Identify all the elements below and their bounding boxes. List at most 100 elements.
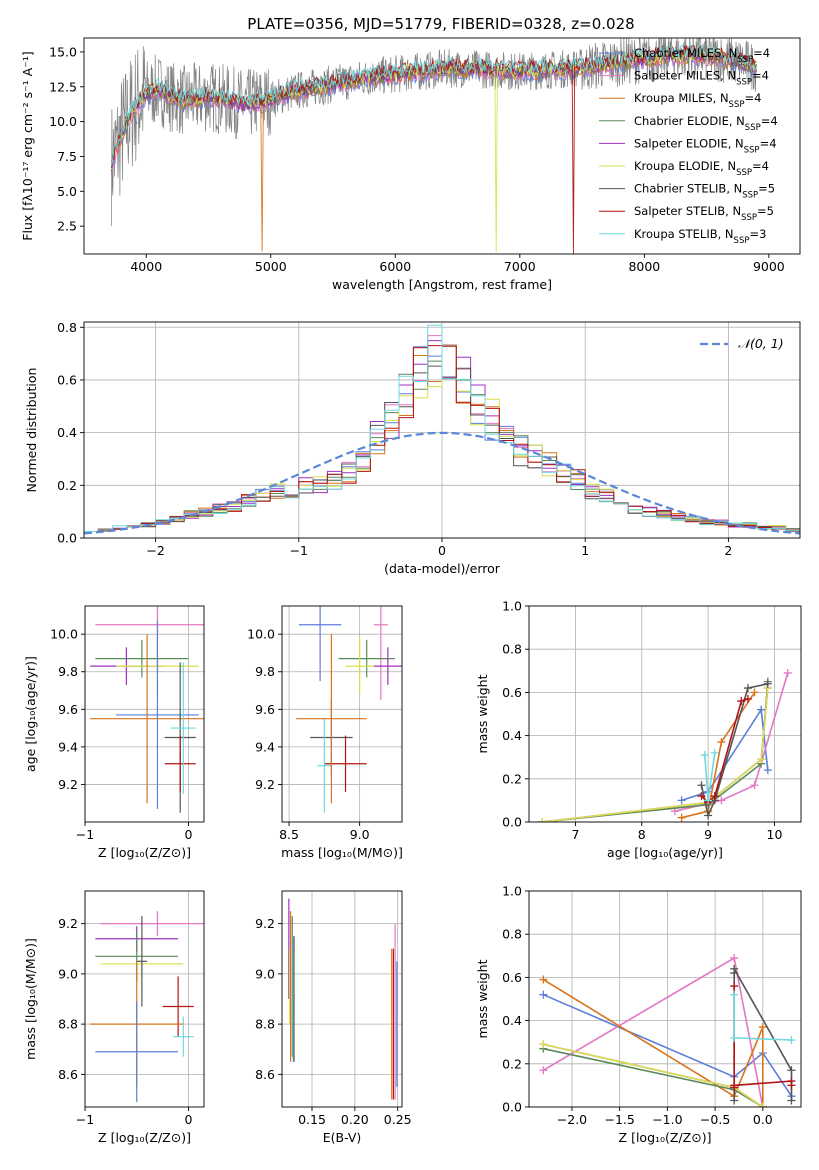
y-tick-label: 5.0 — [57, 184, 77, 199]
weight-marker-chabrier-stelib — [730, 1096, 739, 1105]
normal-curve-line — [84, 431, 800, 535]
model-line-kroupa-stelib — [110, 43, 757, 167]
legend-subscript: SSP — [737, 55, 753, 65]
y-tick-label: 0.6 — [502, 685, 522, 700]
axes-frame — [281, 605, 403, 823]
weight-marker-kroupa-stelib — [704, 796, 713, 805]
weight-marker-salpeter-stelib — [710, 792, 719, 801]
weight-line-salpeter-miles — [542, 956, 764, 1107]
weight-marker-kroupa-miles — [717, 738, 726, 747]
weight-line-chabrier-miles — [681, 707, 769, 802]
weight-marker-salpeter-miles — [539, 1066, 548, 1075]
weight-line-kroupa-elodie — [542, 688, 769, 822]
y-tick-label: 0.8 — [57, 320, 77, 335]
x-tick-label: 4000 — [130, 259, 162, 274]
legend-entry-value: =4 — [752, 159, 769, 173]
legend-entry: Salpeter ELODIE, NSSP=4 — [634, 136, 777, 155]
weight-marker-chabrier-stelib — [704, 811, 713, 820]
weight-marker-chabrier-stelib — [730, 964, 739, 973]
weight-vs-metallicity-panel: −2.0 −1.5 −1.0 −0.5 0.0 0.0 0.2 0.4 0.6 0.8 1.0 Z [… — [475, 884, 802, 1145]
y-tick-label: 0.4 — [57, 425, 77, 440]
mass-vs-metallicity-panel: −1 0 8.6 8.8 9.0 9.2 Z [log₁₀(Z/Z⊙)] mass [log₁… — [23, 890, 205, 1145]
x-tick-label: 5000 — [255, 259, 287, 274]
weight-marker-kroupa-elodie — [758, 1103, 767, 1107]
x-tick-label: 7000 — [504, 259, 536, 274]
weight-marker-kroupa-elodie — [538, 818, 547, 822]
x-tick-label: 0.20 — [341, 1112, 369, 1127]
observed-spectrum-line — [111, 38, 757, 227]
spectrum-panel: 4000 5000 6000 7000 8000 9000 2.5 5.0 7.5 10.0 12.… — [20, 37, 801, 292]
y-tick-label: 9.8 — [255, 664, 275, 679]
y-tick-label: 7.5 — [57, 149, 77, 164]
weight-line-kroupa-miles — [681, 691, 756, 819]
plot-area — [296, 606, 402, 813]
legend-entry: Kroupa STELIB, NSSP=3 — [634, 227, 766, 246]
y-axis-label: mass weight — [475, 959, 490, 1038]
y-axis-label: mass weight — [475, 674, 490, 753]
y-tick-label: 9.2 — [58, 777, 78, 792]
y-tick-label: 9.2 — [255, 777, 275, 792]
weight-marker-chabrier-miles — [763, 766, 772, 775]
x-tick-label: 8.5 — [279, 827, 299, 842]
axes-frame — [528, 890, 802, 1108]
age-vs-mass-panel: 8.5 9.0 9.2 9.4 9.6 9.8 10.0 mass [log₁₀(M/M⊙)] — [247, 605, 403, 860]
x-tick-label: 8000 — [628, 259, 660, 274]
legend-subscript: SSP — [736, 78, 752, 88]
y-tick-label: 10.0 — [49, 114, 77, 129]
y-tick-label: 1.0 — [502, 884, 522, 899]
x-tick-label: 2 — [724, 543, 732, 558]
histogram-kroupa-stelib — [84, 324, 800, 532]
weight-marker-kroupa-stelib — [730, 990, 739, 999]
axes-frame — [83, 37, 801, 255]
weight-marker-kroupa-stelib — [710, 748, 719, 757]
y-tick-label: 1.0 — [502, 599, 522, 614]
x-axis-label: Z [log₁₀(Z/Z⊙)] — [98, 845, 191, 860]
weight-line-chabrier-elodie — [543, 1047, 764, 1107]
weight-marker-kroupa-elodie — [539, 1040, 548, 1049]
plot-area — [538, 668, 792, 822]
y-tick-label: 0.4 — [502, 1013, 522, 1028]
legend-subscript: SSP — [729, 100, 745, 110]
weight-marker-salpeter-stelib — [697, 792, 706, 801]
y-tick-label: 9.6 — [255, 702, 275, 717]
axes-frame — [281, 890, 403, 1108]
plot-area — [84, 324, 800, 535]
weight-marker-kroupa-miles — [758, 1023, 767, 1032]
weight-vs-age-panel: 7 8 9 10 0.0 0.2 0.4 0.6 0.8 1.0 age [log₁₀(age/yr… — [475, 599, 802, 860]
y-axis-label: Normed distribution — [24, 368, 39, 493]
x-tick-label: 7 — [571, 827, 579, 842]
y-tick-label: 10.0 — [50, 627, 78, 642]
x-tick-label: 9.0 — [350, 827, 370, 842]
x-axis-label: Z [log₁₀(Z/Z⊙)] — [619, 1130, 712, 1145]
x-tick-label: 0.0 — [753, 1112, 773, 1127]
x-tick-label: −1.5 — [604, 1112, 634, 1127]
plot-area — [539, 953, 796, 1107]
legend-entry: Chabrier STELIB, NSSP=5 — [634, 182, 775, 201]
age-vs-metallicity-panel: −1 0 9.2 9.4 9.6 9.8 10.0 Z [log₁₀(Z/Z⊙)] age [l… — [23, 605, 205, 860]
weight-marker-kroupa-miles — [539, 975, 548, 984]
legend-entry: Salpeter STELIB, NSSP=5 — [634, 204, 774, 223]
x-tick-label: 9 — [704, 827, 712, 842]
x-tick-label: 10 — [767, 827, 783, 842]
y-tick-label: 9.6 — [58, 702, 78, 717]
plot-area — [90, 606, 204, 813]
legend-entry: Chabrier ELODIE, NSSP=4 — [634, 114, 778, 133]
y-tick-label: 0.0 — [502, 1100, 522, 1115]
legend-subscript: SSP — [736, 168, 752, 178]
x-axis-label: age [log₁₀(age/yr)] — [607, 845, 723, 860]
legend-entry-value: =4 — [761, 114, 778, 128]
weight-marker-kroupa-elodie — [757, 755, 766, 764]
x-tick-label: 6000 — [379, 259, 411, 274]
figure-title: PLATE=0356, MJD=51779, FIBERID=0328, z=0… — [247, 15, 634, 33]
y-tick-label: 9.8 — [58, 664, 78, 679]
y-tick-label: 10.0 — [247, 627, 275, 642]
weight-marker-chabrier-miles — [757, 705, 766, 714]
x-axis-label: wavelength [Angstrom, rest frame] — [332, 277, 552, 292]
x-tick-label: 9000 — [753, 259, 785, 274]
legend-entry-value: =4 — [752, 69, 769, 83]
legend-subscript: SSP — [734, 236, 750, 246]
y-tick-label: 9.2 — [58, 916, 78, 931]
x-tick-label: 0 — [185, 1112, 193, 1127]
weight-marker-kroupa-stelib — [700, 751, 709, 760]
